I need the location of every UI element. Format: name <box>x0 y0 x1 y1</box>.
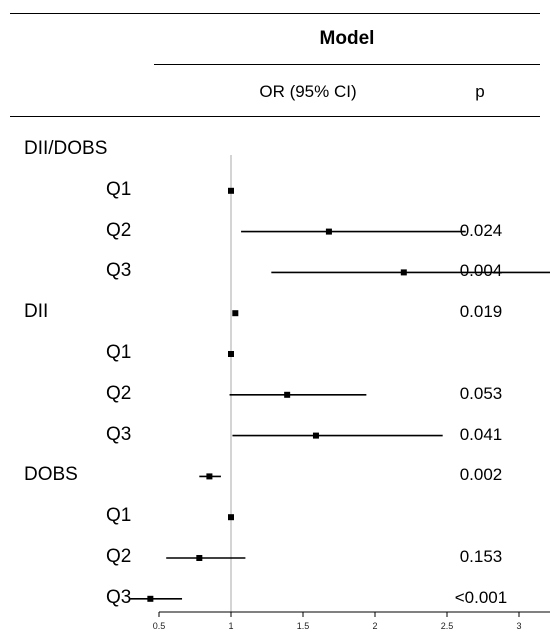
point-estimate <box>196 555 203 561</box>
x-tick-label: 1 <box>228 621 233 631</box>
p-value: 0.004 <box>459 261 503 281</box>
quartile-label: Q2 <box>106 219 132 241</box>
x-tick-label: 2 <box>372 621 377 631</box>
model-header: Model <box>319 28 375 49</box>
quartile-label: Q1 <box>106 178 132 200</box>
x-tick-label: 1.5 <box>297 621 310 631</box>
point-estimate <box>228 351 234 357</box>
point-estimate <box>232 310 239 317</box>
p-value: 0.002 <box>459 465 503 485</box>
point-estimate <box>147 595 154 602</box>
p-value: 0.019 <box>459 302 503 322</box>
x-tick-label: 2.5 <box>441 621 454 631</box>
point-estimate <box>400 269 407 276</box>
point-estimate <box>312 432 319 439</box>
model-underline <box>154 64 540 65</box>
group-label: DII/DOBS <box>24 138 108 159</box>
quartile-label: Q3 <box>106 423 132 445</box>
quartile-label: Q1 <box>106 342 132 363</box>
point-estimate <box>228 187 234 194</box>
point-estimate <box>206 473 213 480</box>
quartile-label: Q2 <box>106 546 132 567</box>
quartile-label: Q3 <box>106 586 132 608</box>
point-estimate <box>284 391 291 398</box>
p-value: 0.024 <box>459 220 503 240</box>
p-value: 0.053 <box>459 383 503 403</box>
or-ci-header: OR (95% CI) <box>259 82 357 101</box>
quartile-label: Q1 <box>106 505 132 527</box>
header-bottom-rule <box>10 116 540 117</box>
point-estimate <box>325 228 332 235</box>
group-label: DOBS <box>24 464 78 486</box>
x-tick-label: 3 <box>516 621 521 631</box>
point-estimate <box>228 514 234 521</box>
quartile-label: Q3 <box>106 260 132 282</box>
group-label: DII <box>24 301 49 323</box>
quartile-label: Q2 <box>106 382 132 404</box>
p-value-header: p <box>475 82 485 101</box>
p-value: 0.153 <box>459 547 503 566</box>
p-value: <0.001 <box>454 587 508 607</box>
p-value: 0.041 <box>459 424 503 444</box>
top-rule <box>10 13 540 14</box>
x-tick-label: 0.5 <box>153 621 166 631</box>
